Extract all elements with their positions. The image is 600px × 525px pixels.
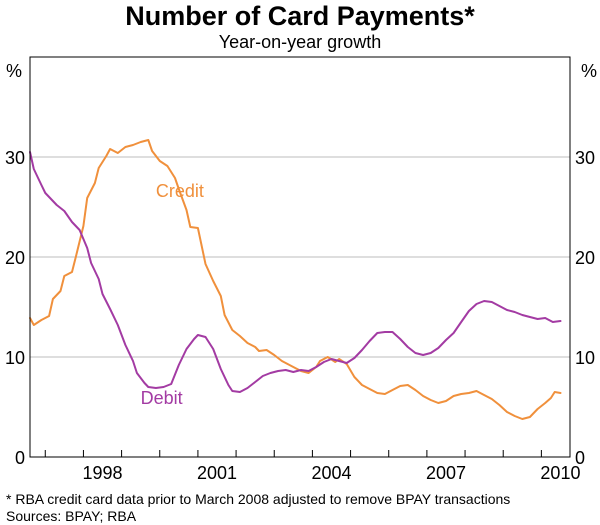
y-axis-unit-right: %	[581, 61, 598, 81]
axis-tick-labels: 0 0 10 10 20 20 30 30 1998 2001 2004 2007 2010	[5, 148, 595, 483]
y-tick-label-left: 10	[5, 348, 25, 368]
series-label-debit: Debit	[141, 388, 183, 408]
sources-note: Sources: BPAY; RBA	[6, 508, 137, 524]
y-tick-label-right: 30	[575, 148, 595, 168]
series-label-credit: Credit	[156, 181, 204, 201]
x-tick-label: 1998	[82, 463, 122, 483]
x-tick-label: 2001	[197, 463, 237, 483]
series-labels: Credit Debit	[141, 181, 204, 408]
y-axis-unit-left: %	[6, 61, 23, 81]
chart-title: Number of Card Payments*	[125, 1, 475, 31]
chart-subtitle: Year-on-year growth	[218, 32, 382, 52]
series-line-credit	[29, 139, 562, 420]
series-line-debit	[29, 151, 562, 393]
x-tick-label: 2007	[426, 463, 466, 483]
y-tick-label-left: 20	[5, 248, 25, 268]
y-tick-label-right: 10	[575, 348, 595, 368]
x-tick-label: 2010	[540, 463, 580, 483]
y-tick-label-left: 0	[15, 448, 25, 468]
series-lines	[29, 139, 562, 420]
y-tick-label-right: 0	[575, 448, 585, 468]
y-tick-label-left: 30	[5, 148, 25, 168]
y-tick-label-right: 20	[575, 248, 595, 268]
axis-ticks	[44, 450, 542, 457]
plot-area-frame	[29, 56, 571, 458]
x-tick-label: 2004	[311, 463, 351, 483]
grid-lines	[30, 156, 570, 358]
footnote: * RBA credit card data prior to March 20…	[6, 491, 511, 507]
